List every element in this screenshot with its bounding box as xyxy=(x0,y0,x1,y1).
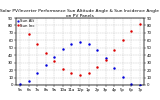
Sun Inc xyxy=(71,72,72,74)
Sun Alt xyxy=(19,84,21,85)
Sun Alt xyxy=(96,49,98,51)
Sun Alt xyxy=(79,41,81,42)
Sun Alt xyxy=(62,49,64,50)
Sun Alt xyxy=(105,58,107,59)
Legend: Sun Alt, Sun Inc: Sun Alt, Sun Inc xyxy=(17,19,35,28)
Sun Alt xyxy=(139,84,141,86)
Sun Inc xyxy=(36,44,38,45)
Sun Inc xyxy=(45,52,47,54)
Sun Alt xyxy=(88,44,89,45)
Sun Alt xyxy=(130,83,132,84)
Title: Solar PV/Inverter Performance Sun Altitude Angle & Sun Incidence Angle on PV Pan: Solar PV/Inverter Performance Sun Altitu… xyxy=(0,9,160,18)
Sun Alt xyxy=(113,67,115,69)
Sun Inc xyxy=(88,72,89,74)
Sun Alt xyxy=(53,56,55,57)
Sun Inc xyxy=(139,23,141,25)
Sun Inc xyxy=(113,49,115,51)
Sun Alt xyxy=(36,72,38,74)
Line: Sun Alt: Sun Alt xyxy=(19,41,141,86)
Sun Inc xyxy=(53,61,55,62)
Sun Alt xyxy=(45,64,47,66)
Sun Alt xyxy=(71,44,72,45)
Sun Inc xyxy=(122,40,124,41)
Sun Inc xyxy=(96,66,98,68)
Sun Alt xyxy=(122,76,124,77)
Sun Inc xyxy=(28,34,30,35)
Sun Inc xyxy=(19,25,21,26)
Line: Sun Inc: Sun Inc xyxy=(19,23,141,76)
Sun Inc xyxy=(79,74,81,75)
Sun Alt xyxy=(28,80,30,81)
Sun Inc xyxy=(130,31,132,32)
Sun Inc xyxy=(62,68,64,69)
Sun Inc xyxy=(105,59,107,60)
